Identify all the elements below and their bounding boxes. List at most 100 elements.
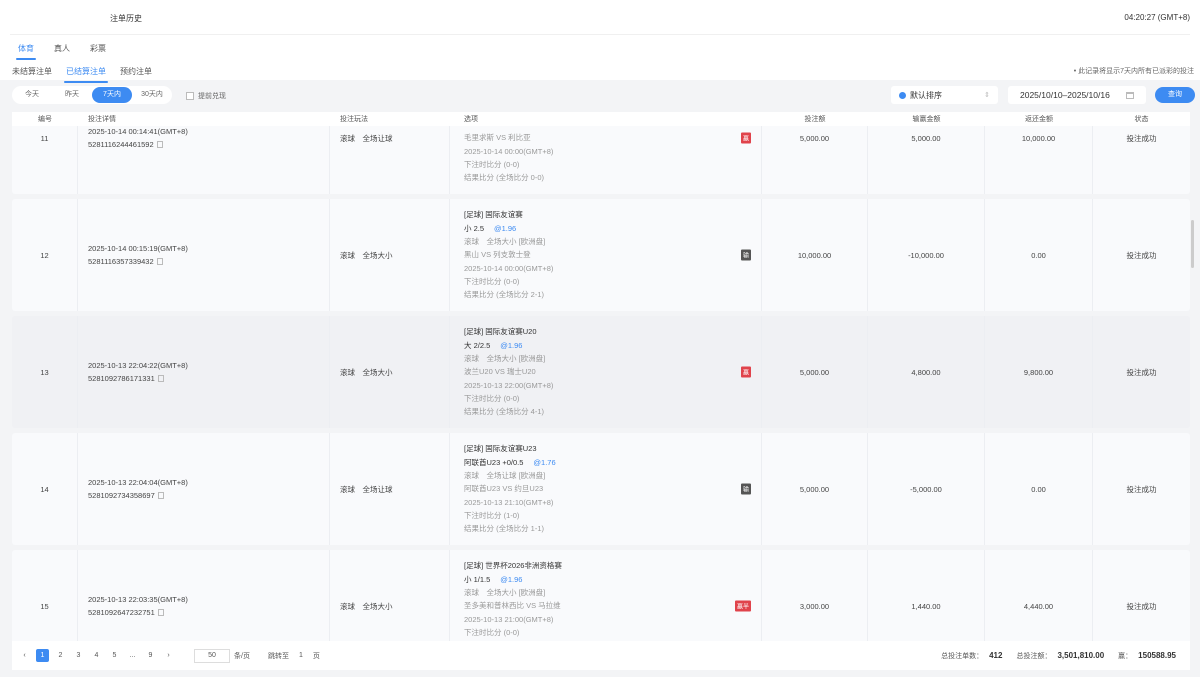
bet-time: 2025-10-14 00:15:19(GMT+8) — [88, 244, 188, 253]
option-line: [足球] 国际友谊赛 — [464, 208, 553, 221]
option-text: 2025-10-14 00:00(GMT+8) — [464, 146, 554, 156]
bet-time: 2025-10-13 22:03:35(GMT+8) — [88, 595, 188, 604]
option-text: 下注时比分 (0-0) — [464, 627, 520, 637]
bet-detail: 2025-10-14 00:14:41(GMT+8) 52811162444615… — [78, 126, 330, 194]
bet-options: [足球] 世界杯2026非洲资格赛小 1/1.5 @1.96 滚球 全场大小 [欧洲… — [450, 550, 762, 641]
table-header: 编号 投注详情 投注玩法 选项 投注额 输赢金额 返还金额 状态 — [12, 112, 1190, 126]
page-button[interactable]: 9 — [148, 652, 153, 659]
totals: 总投注单数： 412 总投注额： 3,501,810.00 赢： 150588.95 — [941, 651, 1184, 661]
option-line: 滚球 全场大小 [欧洲盘] — [464, 235, 553, 248]
tab-0[interactable]: 体育 — [16, 43, 36, 60]
order-number: 5281092786171331 — [88, 374, 155, 383]
column-header: 投注玩法 — [340, 116, 368, 123]
option-line: 下注时比分 (0-0) — [464, 626, 562, 639]
bet-play: 滚球 全场大小 — [330, 316, 450, 428]
page-button[interactable]: 4 — [94, 652, 99, 659]
option-text: 大 2/2.5 — [464, 340, 491, 350]
order-tab-1[interactable]: 已结算注单 — [64, 66, 108, 83]
copy-icon[interactable] — [157, 492, 164, 499]
row-id: 12 — [12, 199, 78, 311]
win-loss: 4,800.00 — [868, 316, 985, 428]
sort-select[interactable]: 默认排序 ⇕ — [891, 86, 998, 104]
order-tab-2[interactable]: 预约注单 — [120, 67, 152, 76]
option-line: 2025-10-13 21:00(GMT+8) — [464, 613, 562, 626]
bet-play: 滚球 全场让球 — [330, 433, 450, 545]
option-text: 结果比分 (全场比分 1-1) — [464, 524, 545, 534]
row-id: 14 — [12, 433, 78, 545]
page-button[interactable]: ... — [129, 652, 136, 659]
column-header: 返还金额 — [1025, 116, 1053, 123]
prev-page-button[interactable]: ‹ — [23, 652, 26, 659]
query-button[interactable]: 查询 — [1155, 87, 1195, 103]
order-tab-0[interactable]: 未结算注单 — [12, 67, 52, 76]
odds: @1.96 — [494, 223, 517, 233]
table-row[interactable]: 14 2025-10-13 22:04:04(GMT+8) 52810927343… — [12, 433, 1190, 545]
date-range-value: 2025/10/10–2025/10/16 — [1020, 90, 1110, 100]
bet-options: [足球] 国际友谊赛U20 大 2/2.5 @1.96 滚球 全场大小 [欧洲盘] 波兰… — [450, 316, 762, 428]
option-line: 波兰U20 VS 瑞士U20 — [464, 365, 553, 378]
page-button[interactable]: 1 — [36, 649, 49, 662]
copy-icon[interactable] — [157, 375, 164, 382]
next-page-button[interactable]: › — [167, 652, 170, 659]
range-option-1[interactable]: 昨天 — [65, 91, 79, 98]
column-header: 选项 — [464, 116, 478, 123]
updown-arrow-icon: ⇕ — [984, 92, 990, 99]
stake: 5,000.00 — [762, 433, 868, 545]
range-option-2[interactable]: 7天内 — [92, 87, 132, 103]
table-row[interactable]: 15 2025-10-13 22:03:35(GMT+8) 52810926472… — [12, 550, 1190, 641]
category-tabs: 体育 真人 彩票 — [16, 43, 106, 60]
option-text: 2025-10-13 21:10(GMT+8) — [464, 497, 554, 507]
option-text: 小 2.5 — [464, 223, 485, 233]
checkbox-box[interactable] — [186, 92, 194, 100]
result-badge: 赢半 — [734, 600, 751, 612]
checkbox-label: 提前兑现 — [198, 93, 226, 100]
copy-icon[interactable] — [157, 609, 164, 616]
return-amount: 0.00 — [985, 199, 1093, 311]
page-button[interactable]: 5 — [112, 652, 117, 659]
table-body[interactable]: 11 2025-10-14 00:14:41(GMT+8) 52811162444… — [12, 126, 1190, 641]
option-line: 2025-10-14 00:00(GMT+8) — [464, 262, 553, 275]
order-number: 5281116357339432 — [88, 257, 154, 266]
top-bar: 注单历史 04:20:27 (GMT+8) 体育 真人 彩票 未结算注单 已结算注单 预… — [0, 0, 1200, 83]
jump-input[interactable]: 1 — [298, 652, 303, 659]
stake: 5,000.00 — [762, 126, 868, 194]
option-text: [足球] 国际友谊赛U20 — [464, 327, 537, 337]
total-count-label: 总投注单数： — [941, 652, 984, 660]
option-line: 滚球 全场大小 [欧洲盘] — [464, 352, 553, 365]
table-row[interactable]: 13 2025-10-13 22:04:22(GMT+8) 52810927861… — [12, 316, 1190, 428]
copy-icon[interactable] — [156, 141, 163, 148]
option-line: 小 2.5 @1.96 — [464, 222, 553, 235]
range-option-0[interactable]: 今天 — [25, 91, 39, 98]
option-text: 圣多美和普林西比 VS 马拉维 — [464, 601, 561, 611]
range-option-3[interactable]: 30天内 — [141, 91, 163, 98]
win-loss: 1,440.00 — [868, 550, 985, 641]
page-button[interactable]: 3 — [76, 652, 81, 659]
tab-2[interactable]: 彩票 — [90, 44, 106, 53]
option-text: 结果比分 (全场比分 0-0) — [464, 173, 545, 183]
early-cashout-checkbox[interactable]: 提前兑现 — [186, 91, 226, 101]
return-amount: 0.00 — [985, 433, 1093, 545]
column-header: 编号 — [38, 116, 52, 123]
info-note: • 此记录将显示7天内所有已派彩的投注 — [1073, 68, 1194, 75]
calendar-icon — [1126, 91, 1134, 99]
result-badge: 输 — [740, 483, 751, 495]
option-line: 下注时比分 (0-0) — [464, 392, 553, 405]
status: 投注成功 — [1126, 484, 1157, 494]
option-line: [足球] 国际友谊赛U20 — [464, 325, 553, 338]
return-amount: 4,440.00 — [985, 550, 1093, 641]
tab-1[interactable]: 真人 — [54, 44, 70, 53]
option-line: 结果比分 (全场比分 0-0) — [464, 171, 553, 184]
option-text: 下注时比分 (0-0) — [464, 160, 520, 169]
option-line: 毛里求斯 VS 利比亚 — [464, 131, 553, 144]
copy-icon[interactable] — [156, 258, 163, 265]
scrollbar[interactable] — [1191, 220, 1194, 268]
status: 投注成功 — [1126, 601, 1157, 611]
option-text: 黑山 VS 列支敦士登 — [464, 250, 531, 260]
table-row[interactable]: 12 2025-10-14 00:15:19(GMT+8) 52811163573… — [12, 199, 1190, 311]
table-row[interactable]: 11 2025-10-14 00:14:41(GMT+8) 52811162444… — [12, 126, 1190, 194]
date-range-picker[interactable]: 2025/10/10–2025/10/16 — [1008, 86, 1146, 104]
page-button[interactable]: 2 — [58, 652, 63, 659]
option-line: 结果比分 (全场比分 1-1) — [464, 522, 556, 535]
page-size-input[interactable]: 50 — [194, 648, 230, 663]
option-text: 波兰U20 VS 瑞士U20 — [464, 367, 536, 377]
